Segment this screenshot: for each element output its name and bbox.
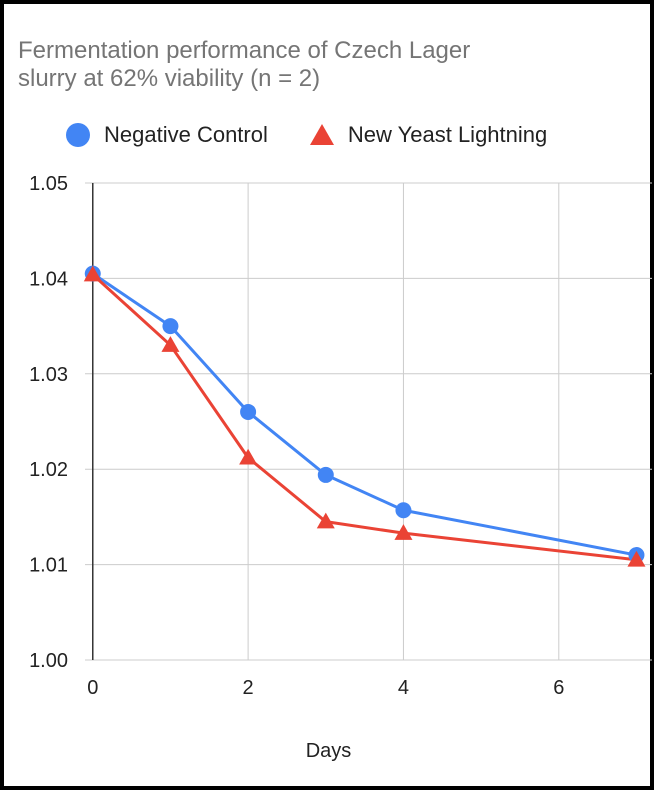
series xyxy=(83,265,646,567)
x-tick-label: 2 xyxy=(243,677,254,699)
x-axis-label: Days xyxy=(306,740,352,762)
y-tick-label: 1.04 xyxy=(29,268,68,290)
tick-labels: 1.00 1.01 1.02 1.03 1.04 1.05 0 2 4 6 xyxy=(29,173,564,699)
y-tick-label: 1.03 xyxy=(29,364,68,386)
legend-triangle-marker-icon xyxy=(309,124,334,145)
data-point-negative-control xyxy=(317,466,334,483)
series-line-negative-control xyxy=(91,272,637,557)
data-point-new-yeast-lightning xyxy=(83,265,102,282)
data-point-negative-control xyxy=(240,403,257,420)
data-point-new-yeast-lightning xyxy=(627,550,646,567)
series-line-new-yeast-lightning xyxy=(91,273,637,562)
x-tick-label: 6 xyxy=(553,677,564,699)
chart-title-line-1: Fermentation performance of Czech Lager xyxy=(18,37,471,64)
chart-title-line-2: slurry at 62% viability (n = 2) xyxy=(18,65,321,92)
data-point-new-yeast-lightning xyxy=(161,336,180,352)
x-tick-label: 4 xyxy=(398,677,409,699)
data-point-new-yeast-lightning xyxy=(316,512,335,529)
y-tick-label: 1.01 xyxy=(29,555,68,577)
chart-title: Fermentation performance of Czech Lager … xyxy=(18,37,618,93)
grid-lines xyxy=(85,182,652,661)
legend-label-negative-control: Negative Control xyxy=(104,122,268,147)
y-tick-label: 1.05 xyxy=(29,173,68,195)
legend-label-new-yeast-lightning: New Yeast Lightning xyxy=(347,122,548,147)
x-tick-label: 0 xyxy=(87,677,98,699)
data-point-new-yeast-lightning xyxy=(394,524,413,540)
legend-item-new-yeast-lightning: New Yeast Lightning xyxy=(308,121,547,149)
data-point-negative-control xyxy=(395,502,412,519)
legend: Negative Control New Yeast Lightning xyxy=(64,120,587,150)
data-point-negative-control xyxy=(162,318,179,335)
legend-circle-marker-icon xyxy=(66,123,90,147)
y-tick-label: 1.00 xyxy=(29,650,68,672)
data-point-new-yeast-lightning xyxy=(239,448,258,465)
legend-item-negative-control: Negative Control xyxy=(64,121,268,149)
y-tick-label: 1.02 xyxy=(29,459,68,481)
